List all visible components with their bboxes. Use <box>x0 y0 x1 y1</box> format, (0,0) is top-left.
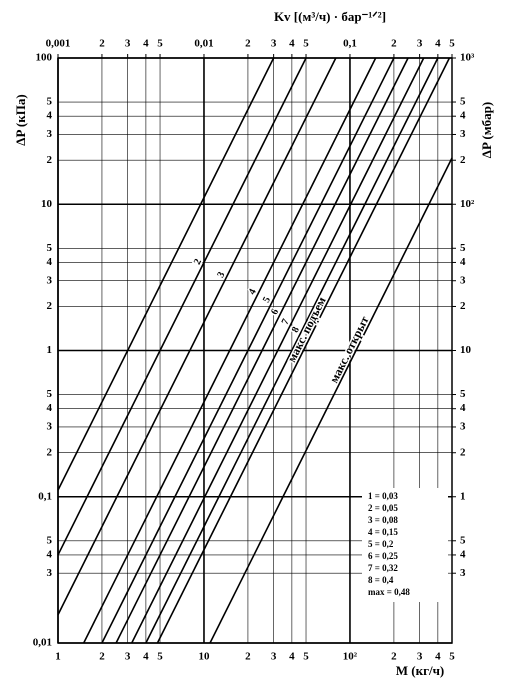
y2-tick-label: 3 <box>460 567 466 579</box>
y-tick-label: 4 <box>47 256 53 268</box>
y2-tick-label: 3 <box>460 421 466 433</box>
y2-tick-label: 4 <box>460 256 466 268</box>
x-tick-label: 10² <box>343 651 358 663</box>
legend-entry: 2 = 0,05 <box>368 503 398 513</box>
y-tick-label: 0,01 <box>33 637 52 649</box>
y-tick-label: 4 <box>47 548 53 560</box>
series-line <box>156 57 451 644</box>
x2-tick-label: 0,01 <box>194 38 213 50</box>
y-tick-label: 10 <box>41 198 53 210</box>
y2-tick-label: 3 <box>460 128 466 140</box>
x2-tick-label: 5 <box>449 38 455 50</box>
y-tick-label: 1 <box>47 344 53 356</box>
y-tick-label: 5 <box>47 534 53 546</box>
legend-entry: 7 = 0,32 <box>368 563 398 573</box>
y2-tick-label: 2 <box>460 154 466 166</box>
x2-tick-label: 5 <box>157 38 163 50</box>
y-tick-label: 5 <box>47 388 53 400</box>
x-tick-label: 3 <box>417 651 423 663</box>
y2-tick-label: 4 <box>460 548 466 560</box>
x2-tick-label: 3 <box>271 38 277 50</box>
x2-tick-label: 4 <box>289 38 295 50</box>
series-line <box>57 57 275 491</box>
y-tick-label: 100 <box>36 52 53 64</box>
y-tick-label: 3 <box>47 567 53 579</box>
series-line <box>115 57 409 644</box>
legend-entry: max = 0,48 <box>368 587 410 597</box>
y-tick-label: 4 <box>47 110 53 122</box>
y-tick-label: 5 <box>47 242 53 254</box>
y2-tick-label: 5 <box>460 242 466 254</box>
x2-tick-label: 4 <box>143 38 149 50</box>
x2-tick-label: 2 <box>391 38 397 50</box>
x2-tick-label: 0,001 <box>46 38 71 50</box>
legend-entry: 8 = 0,4 <box>368 575 394 585</box>
series-line <box>101 57 395 644</box>
x-tick-label: 5 <box>449 651 455 663</box>
series-line <box>57 57 307 556</box>
x2-tick-label: 3 <box>417 38 423 50</box>
x2-tick-label: 2 <box>245 38 251 50</box>
x-tick-label: 4 <box>435 651 441 663</box>
y-tick-label: 2 <box>47 446 53 458</box>
y2-tick-label: 2 <box>460 300 466 312</box>
x-tick-label: 3 <box>271 651 277 663</box>
series-line <box>82 57 377 644</box>
y2-tick-label: 10² <box>460 198 475 210</box>
x2-tick-label: 2 <box>99 38 105 50</box>
x-tick-label: 2 <box>245 651 251 663</box>
legend-entry: 1 = 0,03 <box>368 491 398 501</box>
y-tick-label: 4 <box>47 402 53 414</box>
legend-entry: 3 = 0,08 <box>368 515 398 525</box>
y-tick-label: 0,1 <box>38 490 52 502</box>
y2-axis-label: ΔP (мбар) <box>479 102 494 158</box>
y-tick-label: 2 <box>47 154 53 166</box>
x-tick-label: 3 <box>125 651 131 663</box>
legend-entry: 6 = 0,25 <box>368 551 398 561</box>
x2-tick-label: 5 <box>303 38 309 50</box>
y2-tick-label: 4 <box>460 110 466 122</box>
y-tick-label: 3 <box>47 421 53 433</box>
y-tick-label: 5 <box>47 96 53 108</box>
x2-tick-label: 4 <box>435 38 441 50</box>
legend-entry: 5 = 0,2 <box>368 539 394 549</box>
y2-tick-label: 5 <box>460 388 466 400</box>
y2-tick-label: 5 <box>460 534 466 546</box>
y-tick-label: 3 <box>47 274 53 286</box>
y-tick-label: 2 <box>47 300 53 312</box>
x-tick-label: 4 <box>289 651 295 663</box>
x-tick-label: 4 <box>143 651 149 663</box>
x2-tick-label: 0,1 <box>343 38 357 50</box>
x2-axis-label: Kv [(м³/ч) · бар⁻¹ᐟ²] <box>274 9 386 24</box>
y2-tick-label: 4 <box>460 402 466 414</box>
x-tick-label: 1 <box>55 651 61 663</box>
y2-tick-label: 10 <box>460 344 472 356</box>
legend-entry: 4 = 0,15 <box>368 527 398 537</box>
legend-box <box>362 488 448 602</box>
x-tick-label: 10 <box>198 651 210 663</box>
x-tick-label: 5 <box>303 651 309 663</box>
series-line <box>209 157 453 644</box>
x-axis-label: M (кг/ч) <box>396 663 445 678</box>
y2-tick-label: 10³ <box>460 52 475 64</box>
series-line <box>131 57 425 644</box>
x-tick-label: 5 <box>157 651 163 663</box>
y2-tick-label: 3 <box>460 274 466 286</box>
y2-tick-label: 1 <box>460 490 466 502</box>
y2-tick-label: 2 <box>460 446 466 458</box>
series-line <box>57 57 337 616</box>
y-axis-label: ΔP (кПа) <box>13 94 28 145</box>
y2-tick-label: 5 <box>460 96 466 108</box>
x-tick-label: 2 <box>391 651 397 663</box>
series-line <box>145 57 439 644</box>
x2-tick-label: 3 <box>125 38 131 50</box>
y-tick-label: 3 <box>47 128 53 140</box>
x-tick-label: 2 <box>99 651 105 663</box>
